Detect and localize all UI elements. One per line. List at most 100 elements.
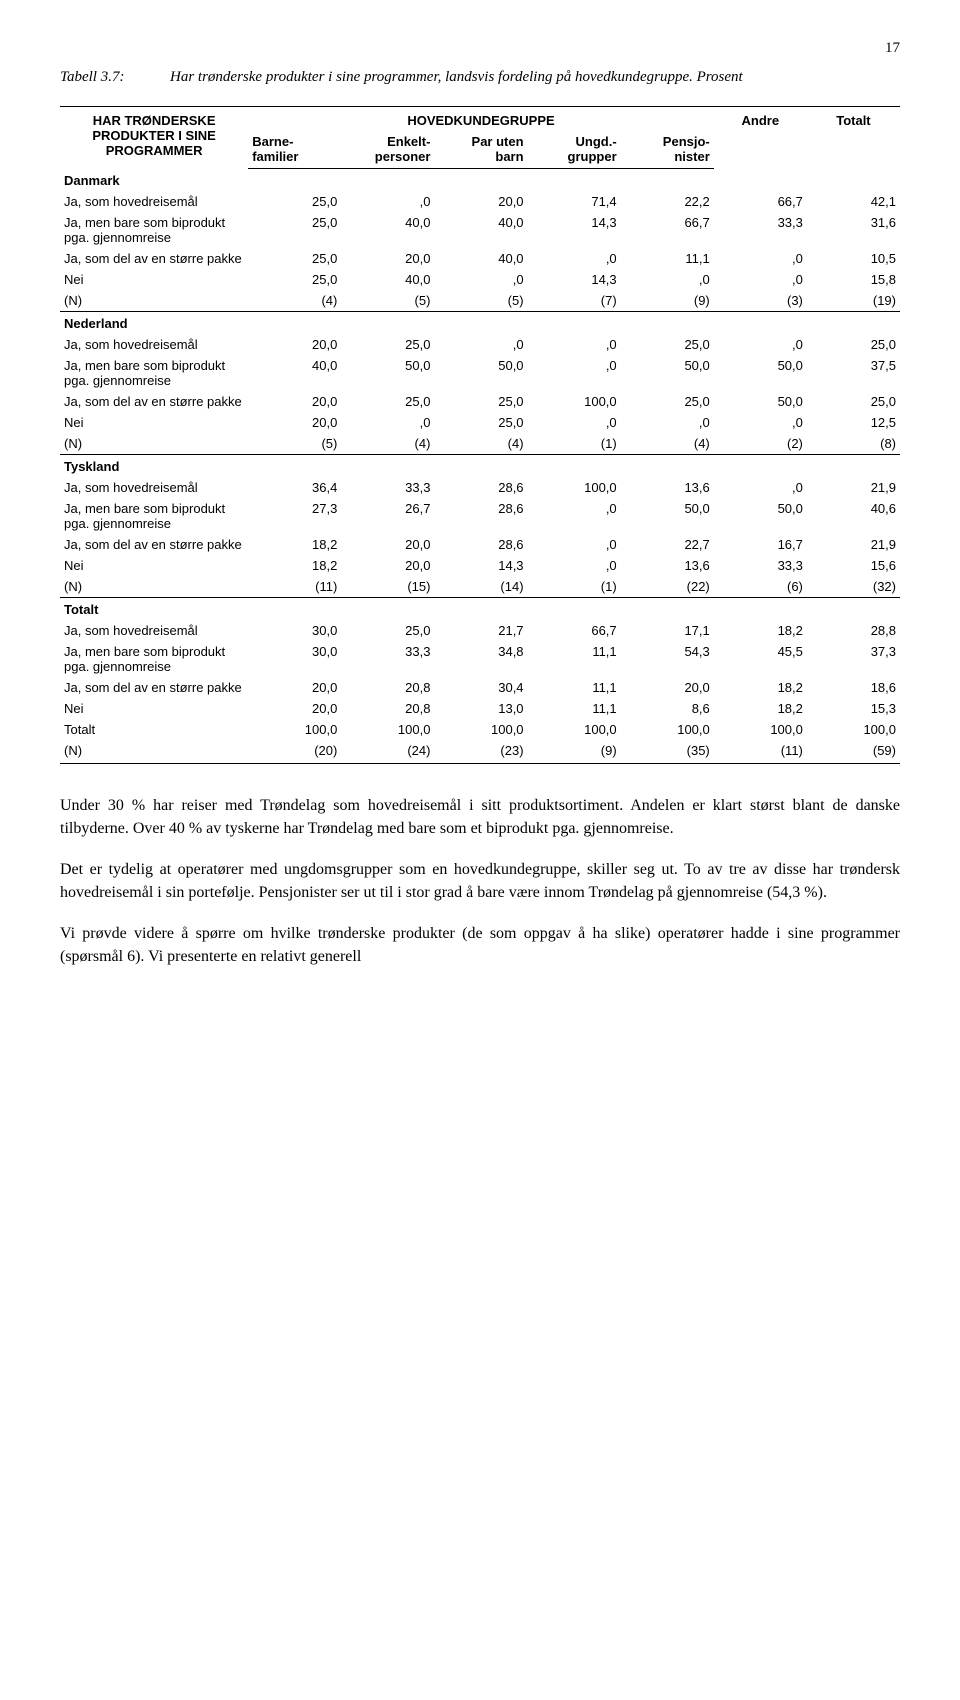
row-label: Ja, som hovedreisemål <box>60 334 248 355</box>
cell-value: 21,7 <box>434 620 527 641</box>
cell-value: 25,0 <box>248 212 341 248</box>
cell-value: 15,3 <box>807 698 900 719</box>
section-title: Totalt <box>60 597 248 620</box>
cell-value: (5) <box>341 290 434 312</box>
paragraph: Det er tydelig at operatører med ungdoms… <box>60 858 900 904</box>
cell-value: 71,4 <box>528 191 621 212</box>
cell-value: ,0 <box>714 248 807 269</box>
cell-value: ,0 <box>434 334 527 355</box>
cell-value: 100,0 <box>248 719 341 740</box>
cell-value: ,0 <box>528 412 621 433</box>
row-label: (N) <box>60 433 248 455</box>
cell-value: 25,0 <box>807 391 900 412</box>
cell-value: ,0 <box>434 269 527 290</box>
cell-value: 13,0 <box>434 698 527 719</box>
cell-value: 11,1 <box>528 698 621 719</box>
cell-value: 25,0 <box>341 620 434 641</box>
cell-value: 18,2 <box>248 555 341 576</box>
cell-value: 10,5 <box>807 248 900 269</box>
cell-value: (6) <box>714 576 807 598</box>
cell-value: 66,7 <box>714 191 807 212</box>
cell-value: 37,3 <box>807 641 900 677</box>
cell-value: (11) <box>714 740 807 764</box>
cell-value: (1) <box>528 576 621 598</box>
col-header: Totalt <box>807 107 900 169</box>
row-label: Totalt <box>60 719 248 740</box>
cell-value: (4) <box>434 433 527 455</box>
row-label: (N) <box>60 740 248 764</box>
row-label: Nei <box>60 555 248 576</box>
row-label: Ja, som hovedreisemål <box>60 620 248 641</box>
cell-value: (22) <box>621 576 714 598</box>
cell-value: 50,0 <box>621 355 714 391</box>
cell-value: 30,4 <box>434 677 527 698</box>
cell-value: (24) <box>341 740 434 764</box>
cell-value: 22,2 <box>621 191 714 212</box>
cell-value: 20,0 <box>248 334 341 355</box>
cell-value: 20,0 <box>341 555 434 576</box>
cell-value: (11) <box>248 576 341 598</box>
cell-value: 25,0 <box>621 391 714 412</box>
cell-value: 50,0 <box>714 498 807 534</box>
cell-value: 100,0 <box>434 719 527 740</box>
cell-value: ,0 <box>714 334 807 355</box>
cell-value: 18,2 <box>714 698 807 719</box>
row-label: Nei <box>60 412 248 433</box>
row-label: (N) <box>60 290 248 312</box>
cell-value: 11,1 <box>528 677 621 698</box>
cell-value: 28,6 <box>434 534 527 555</box>
cell-value: 26,7 <box>341 498 434 534</box>
cell-value: 13,6 <box>621 477 714 498</box>
cell-value: ,0 <box>528 355 621 391</box>
cell-value: (15) <box>341 576 434 598</box>
cell-value: 30,0 <box>248 641 341 677</box>
cell-value: 11,1 <box>621 248 714 269</box>
col-header: Andre <box>714 107 807 169</box>
cell-value: 40,0 <box>434 212 527 248</box>
cell-value: 33,3 <box>341 477 434 498</box>
col-header: Enkelt-personer <box>341 131 434 169</box>
cell-value: 100,0 <box>528 391 621 412</box>
cell-value: 28,6 <box>434 477 527 498</box>
cell-value: 8,6 <box>621 698 714 719</box>
cell-value: 40,0 <box>341 212 434 248</box>
row-label: Ja, som del av en større pakke <box>60 391 248 412</box>
cell-value: 20,0 <box>248 391 341 412</box>
cell-value: 40,0 <box>434 248 527 269</box>
stub-header: HAR TRØNDERSKEPRODUKTER I SINEPROGRAMMER <box>60 107 248 169</box>
cell-value: ,0 <box>528 534 621 555</box>
caption-label: Tabell 3.7: <box>60 67 140 88</box>
cell-value: 42,1 <box>807 191 900 212</box>
cell-value: 25,0 <box>341 334 434 355</box>
cell-value: 15,6 <box>807 555 900 576</box>
section-title: Nederland <box>60 311 248 334</box>
cell-value: (14) <box>434 576 527 598</box>
cell-value: ,0 <box>621 269 714 290</box>
cell-value: (4) <box>621 433 714 455</box>
cell-value: 18,6 <box>807 677 900 698</box>
row-label: Nei <box>60 698 248 719</box>
cell-value: 54,3 <box>621 641 714 677</box>
cell-value: (3) <box>714 290 807 312</box>
row-label: Nei <box>60 269 248 290</box>
cell-value: (5) <box>434 290 527 312</box>
cell-value: 50,0 <box>341 355 434 391</box>
cell-value: 20,0 <box>248 677 341 698</box>
cell-value: 14,3 <box>434 555 527 576</box>
cell-value: 18,2 <box>714 677 807 698</box>
cell-value: 50,0 <box>621 498 714 534</box>
cell-value: ,0 <box>528 334 621 355</box>
col-header: Ungd.-grupper <box>528 131 621 169</box>
cell-value: 27,3 <box>248 498 341 534</box>
cell-value: 100,0 <box>807 719 900 740</box>
row-label: Ja, som del av en større pakke <box>60 677 248 698</box>
cell-value: (2) <box>714 433 807 455</box>
cell-value: (5) <box>248 433 341 455</box>
cell-value: 20,0 <box>248 412 341 433</box>
row-label: Ja, som hovedreisemål <box>60 477 248 498</box>
cell-value: 20,0 <box>248 698 341 719</box>
row-label: Ja, men bare som biprodukt pga. gjennomr… <box>60 641 248 677</box>
cell-value: 50,0 <box>434 355 527 391</box>
cell-value: 16,7 <box>714 534 807 555</box>
cell-value: 17,1 <box>621 620 714 641</box>
